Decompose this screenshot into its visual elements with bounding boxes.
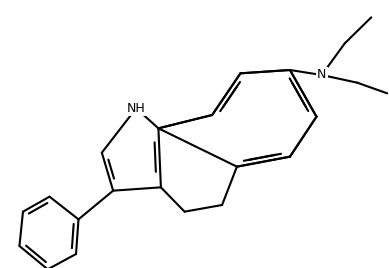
Text: N: N [317,69,326,81]
Text: NH: NH [127,102,145,115]
